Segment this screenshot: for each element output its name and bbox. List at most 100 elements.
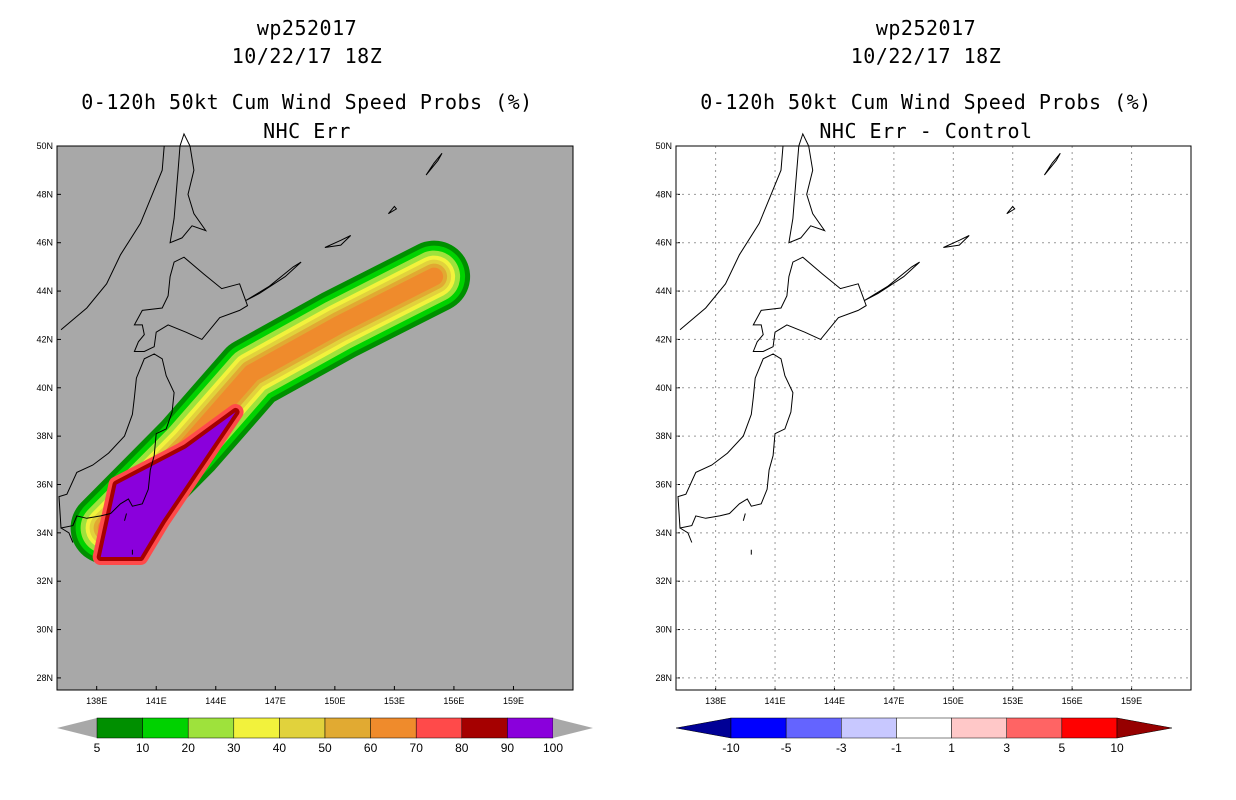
left-colorbar-label: 100 bbox=[543, 741, 563, 755]
left-colorbar-segment bbox=[415, 717, 463, 739]
right-lon-tick-label: 156E bbox=[1062, 696, 1083, 706]
right-title: 0-120h 50kt Cum Wind Speed Probs (%) bbox=[700, 90, 1152, 114]
left-lon-tick-label: 138E bbox=[86, 696, 107, 706]
right-lat-tick-label: 42N bbox=[655, 334, 672, 344]
right-colorbar-segment bbox=[841, 717, 897, 739]
left-coastline-sakhalin bbox=[169, 132, 208, 244]
right-colorbar-label: -3 bbox=[836, 741, 847, 755]
right-lon-tick-label: 144E bbox=[824, 696, 845, 706]
right-coastline-izu1 bbox=[742, 513, 746, 521]
right-lon-tick-label: 150E bbox=[943, 696, 964, 706]
right-coastline-kuril4 bbox=[1043, 152, 1061, 176]
right-lon-tick-label: 153E bbox=[1002, 696, 1023, 706]
right-coastline-hokkaido bbox=[752, 256, 867, 352]
right-colorbar-low-arrow bbox=[675, 717, 732, 739]
right-colorbar-segment bbox=[1006, 717, 1063, 739]
right-subtitle: NHC Err - Control bbox=[819, 119, 1033, 143]
right-map-frame bbox=[675, 145, 1192, 691]
left-lat-tick-label: 36N bbox=[36, 479, 53, 489]
left-lat-tick-label: 28N bbox=[36, 673, 53, 683]
right-lon-tick-label: 147E bbox=[883, 696, 904, 706]
left-lon-tick-label: 153E bbox=[384, 696, 405, 706]
right-colorbar-label: -5 bbox=[781, 741, 792, 755]
left-colorbar-high-arrow bbox=[553, 718, 593, 738]
left-map-background bbox=[57, 146, 573, 690]
left-title: 0-120h 50kt Cum Wind Speed Probs (%) bbox=[81, 90, 533, 114]
right-lat-tick-label: 28N bbox=[655, 673, 672, 683]
right-coastline-kuril3 bbox=[1006, 205, 1016, 215]
left-lat-tick-label: 46N bbox=[36, 238, 53, 248]
right-datetime: 10/22/17 18Z bbox=[850, 44, 1002, 68]
left-colorbar-segment bbox=[233, 717, 280, 739]
right-colorbar-label: -10 bbox=[722, 741, 740, 755]
left-colorbar-label: 30 bbox=[227, 741, 241, 755]
left-colorbar-label: 70 bbox=[410, 741, 424, 755]
right-colorbar-label: -1 bbox=[891, 741, 902, 755]
left-coastline-asia bbox=[60, 145, 165, 331]
right-coastline-kuril2 bbox=[943, 235, 970, 248]
right-colorbar-segment bbox=[896, 717, 952, 739]
left-colorbar-segment bbox=[461, 717, 508, 739]
left-lat-tick-label: 40N bbox=[36, 383, 53, 393]
right-lat-tick-label: 48N bbox=[655, 189, 672, 199]
right-lat-tick-label: 44N bbox=[655, 286, 672, 296]
left-colorbar-segment bbox=[279, 717, 326, 739]
left-lon-tick-label: 159E bbox=[503, 696, 524, 706]
left-lat-tick-label: 42N bbox=[36, 334, 53, 344]
right-colorbar-segment bbox=[951, 717, 1007, 739]
right-colorbar-segment bbox=[785, 717, 842, 739]
left-colorbar-segment bbox=[187, 717, 235, 739]
left-lat-tick-label: 30N bbox=[36, 625, 53, 635]
left-storm-id: wp252017 bbox=[256, 16, 358, 40]
left-prob-contour-90 bbox=[100, 412, 236, 557]
right-lat-tick-label: 40N bbox=[655, 383, 672, 393]
left-colorbar-segment bbox=[96, 717, 143, 739]
left-lon-tick-label: 144E bbox=[205, 696, 226, 706]
right-map-background bbox=[676, 146, 1191, 690]
right-coastline-honshu bbox=[677, 353, 794, 529]
left-coastline-kuril3 bbox=[388, 205, 398, 215]
right-colorbar-high-arrow bbox=[1116, 717, 1173, 739]
right-colorbar-label: 3 bbox=[1003, 741, 1010, 755]
left-colorbar-label: 40 bbox=[273, 741, 287, 755]
left-colorbar-segment bbox=[507, 717, 554, 739]
left-colorbar-label: 60 bbox=[364, 741, 378, 755]
right-coastline-asia bbox=[679, 145, 784, 331]
left-lon-tick-label: 147E bbox=[265, 696, 286, 706]
left-colorbar-segment bbox=[324, 717, 371, 739]
right-lat-tick-label: 38N bbox=[655, 431, 672, 441]
left-subtitle: NHC Err bbox=[263, 119, 351, 143]
left-lat-tick-label: 32N bbox=[36, 576, 53, 586]
left-coastline-kuril2 bbox=[324, 235, 352, 248]
right-lat-tick-label: 46N bbox=[655, 238, 672, 248]
right-coastline-sakhalin bbox=[788, 132, 826, 244]
right-storm-id: wp252017 bbox=[875, 16, 977, 40]
left-coastline-hokkaido bbox=[133, 256, 249, 352]
left-lat-tick-label: 48N bbox=[36, 189, 53, 199]
left-lat-tick-label: 50N bbox=[36, 141, 53, 151]
left-coastline-honshu bbox=[58, 353, 175, 529]
right-colorbar-label: 1 bbox=[948, 741, 955, 755]
right-coastline-kuril1 bbox=[863, 261, 920, 302]
right-lon-tick-label: 138E bbox=[705, 696, 726, 706]
left-colorbar-label: 80 bbox=[455, 741, 469, 755]
left-coastline-izu1 bbox=[124, 513, 127, 521]
right-lat-tick-label: 30N bbox=[655, 625, 672, 635]
left-coastline-kyushu_tip bbox=[60, 527, 74, 543]
left-lat-tick-label: 38N bbox=[36, 431, 53, 441]
left-lat-tick-label: 44N bbox=[36, 286, 53, 296]
left-colorbar-label: 5 bbox=[94, 741, 101, 755]
left-colorbar-low-arrow bbox=[57, 718, 97, 738]
left-colorbar-segment bbox=[370, 717, 417, 739]
right-lat-tick-label: 34N bbox=[655, 528, 672, 538]
right-lon-tick-label: 141E bbox=[765, 696, 786, 706]
left-colorbar-label: 10 bbox=[136, 741, 150, 755]
left-map-frame bbox=[56, 145, 574, 691]
left-coastline-kuril4 bbox=[425, 152, 443, 176]
right-lat-tick-label: 50N bbox=[655, 141, 672, 151]
left-lon-tick-label: 150E bbox=[324, 696, 345, 706]
right-colorbar-label: 5 bbox=[1059, 741, 1066, 755]
right-lat-tick-label: 32N bbox=[655, 576, 672, 586]
right-colorbar-segment bbox=[1061, 717, 1118, 739]
